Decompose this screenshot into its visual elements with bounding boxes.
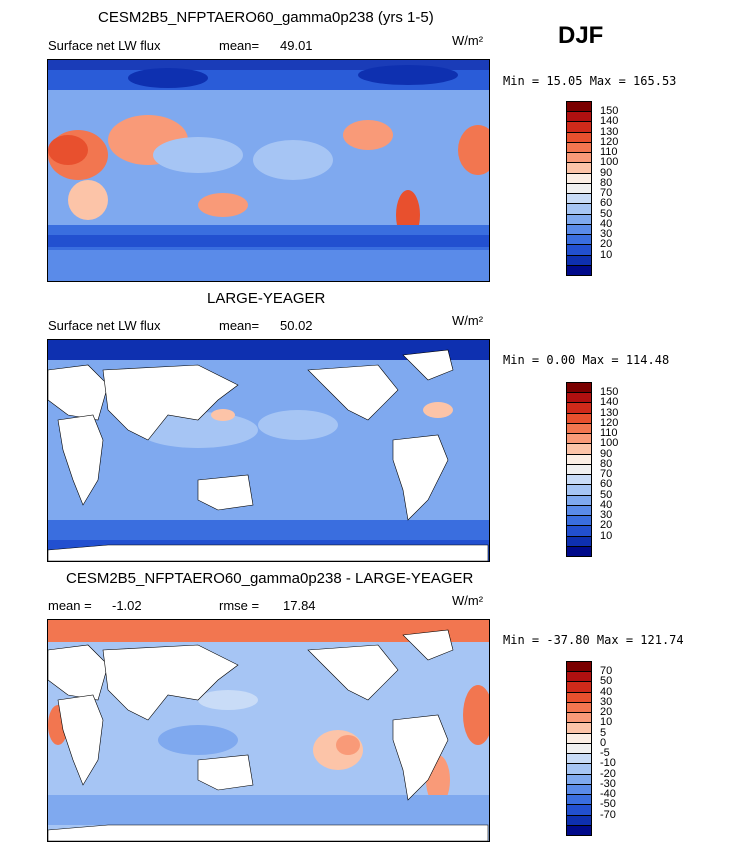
colorbar-label: 50 bbox=[600, 207, 613, 220]
panel-3-minmax: Min = -37.80 Max = 121.74 bbox=[503, 633, 684, 647]
colorbar-label: 0 bbox=[600, 736, 607, 749]
colorbar-label: 100 bbox=[600, 156, 619, 169]
colorbar-label: 110 bbox=[600, 146, 618, 159]
panel-2-title: LARGE-YEAGER bbox=[207, 290, 326, 307]
panel-1-mean-label: mean= bbox=[219, 38, 260, 53]
panel-2-mean-value: 50.02 bbox=[280, 318, 313, 333]
colorbar-label: 120 bbox=[600, 135, 619, 148]
colorbar-label: 140 bbox=[600, 115, 619, 128]
colorbar-label: 40 bbox=[600, 217, 613, 230]
panel-2-variable-label: Surface net LW flux bbox=[48, 318, 161, 333]
panel-3-rmse-label: rmse = bbox=[219, 598, 260, 613]
colorbar-label: 50 bbox=[600, 675, 613, 688]
panel-3-mean-value: -1.02 bbox=[112, 598, 142, 613]
panel-3-title: CESM2B5_NFPTAERO60_gamma0p238 - LARGE-YE… bbox=[66, 570, 474, 587]
colorbar-label: 20 bbox=[600, 519, 613, 532]
panel-3-mean-label: mean = bbox=[48, 598, 92, 613]
colorbar-label: 30 bbox=[600, 228, 613, 241]
colorbar-label: 60 bbox=[600, 478, 613, 491]
colorbar-label: 10 bbox=[600, 716, 613, 729]
colorbar-label: -5 bbox=[600, 747, 610, 760]
colorbar-label: 70 bbox=[600, 468, 613, 481]
colorbar-label: -10 bbox=[600, 757, 616, 770]
colorbar-label: -50 bbox=[600, 798, 616, 811]
panel-3-rmse-value: 17.84 bbox=[283, 598, 316, 613]
colorbar-label: -20 bbox=[600, 767, 616, 780]
panel-1-title: CESM2B5_NFPTAERO60_gamma0p238 (yrs 1-5) bbox=[98, 9, 434, 26]
colorbar-label: 40 bbox=[600, 498, 613, 511]
colorbar-label: 130 bbox=[600, 125, 619, 138]
panel-1-map-svg bbox=[48, 60, 489, 281]
panel-3-map bbox=[47, 619, 490, 842]
colorbar-label: 20 bbox=[600, 706, 613, 719]
colorbar-label: 150 bbox=[600, 386, 619, 399]
colorbar-swatch bbox=[566, 545, 592, 557]
colorbar-label: 80 bbox=[600, 457, 613, 470]
colorbar-label: 100 bbox=[600, 437, 619, 450]
colorbar-label: 90 bbox=[600, 166, 613, 179]
colorbar-label: 130 bbox=[600, 406, 619, 419]
colorbar-label: 110 bbox=[600, 427, 618, 440]
panel-1-minmax: Min = 15.05 Max = 165.53 bbox=[503, 74, 677, 88]
panel-1-map bbox=[47, 59, 490, 282]
panel-2-units: W/m² bbox=[452, 313, 484, 328]
colorbar-label: 50 bbox=[600, 488, 613, 501]
panel-1-variable-label: Surface net LW flux bbox=[48, 38, 161, 53]
panel-1-units: W/m² bbox=[452, 33, 484, 48]
colorbar-swatch bbox=[566, 824, 592, 836]
panel-2-minmax: Min = 0.00 Max = 114.48 bbox=[503, 353, 670, 367]
season-label: DJF bbox=[558, 22, 604, 49]
colorbar-label: 5 bbox=[600, 726, 607, 739]
colorbar-swatch bbox=[566, 264, 592, 276]
panel-2-map bbox=[47, 339, 490, 562]
colorbar-label: 70 bbox=[600, 187, 613, 200]
colorbar-label: 90 bbox=[600, 447, 613, 460]
colorbar-label: 70 bbox=[600, 665, 613, 678]
panel-3-units: W/m² bbox=[452, 593, 484, 608]
colorbar-label: 40 bbox=[600, 685, 613, 698]
colorbar-label: 140 bbox=[600, 396, 619, 409]
colorbar-label: 20 bbox=[600, 238, 613, 251]
panel-2-colorbar: 150 140 130 120 110 100 90 80 70 60 50 40 30 20 10 bbox=[566, 382, 646, 557]
panel-3-colorbar: 70 50 40 30 20 10 5 0 -5 -10 -20 -30 -40 -50 -70 bbox=[566, 661, 646, 836]
colorbar-label: 120 bbox=[600, 416, 619, 429]
colorbar-label: -40 bbox=[600, 788, 616, 801]
colorbar-label: 80 bbox=[600, 176, 613, 189]
panel-2-mean-label: mean= bbox=[219, 318, 260, 333]
colorbar-label: 150 bbox=[600, 105, 619, 118]
colorbar-label: 60 bbox=[600, 197, 613, 210]
panel-1-mean-value: 49.01 bbox=[280, 38, 313, 53]
panel-3-map-svg bbox=[48, 620, 489, 841]
colorbar-label: 10 bbox=[600, 529, 613, 542]
colorbar-label: -30 bbox=[600, 777, 616, 790]
colorbar-label: 10 bbox=[600, 248, 613, 261]
colorbar-label: 30 bbox=[600, 695, 613, 708]
panel-2-map-svg bbox=[48, 340, 489, 561]
colorbar-label: -70 bbox=[600, 808, 616, 821]
colorbar-label: 30 bbox=[600, 509, 613, 522]
panel-1-colorbar: 150 140 130 120 110 100 90 80 70 60 50 40 30 20 10 bbox=[566, 101, 646, 276]
